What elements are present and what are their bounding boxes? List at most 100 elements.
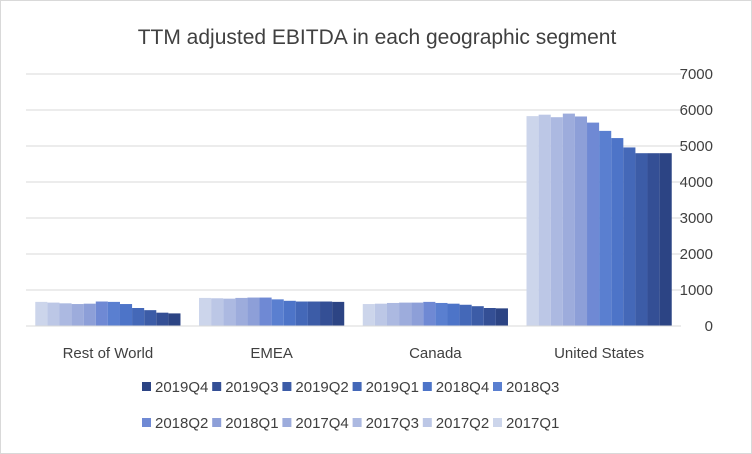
bar bbox=[199, 297, 212, 326]
bar bbox=[95, 301, 108, 326]
bar bbox=[599, 130, 612, 326]
bars bbox=[35, 113, 672, 327]
legend-item: 2018Q1 bbox=[212, 415, 279, 432]
y-tick-label: 0 bbox=[705, 318, 713, 335]
bar bbox=[471, 306, 484, 326]
bar bbox=[435, 302, 448, 326]
legend-swatch bbox=[142, 418, 151, 427]
legend-swatch bbox=[352, 418, 362, 427]
legend-item: 2017Q3 bbox=[352, 415, 419, 432]
legend-label: 2019Q1 bbox=[366, 379, 419, 396]
bar bbox=[538, 114, 551, 327]
legend-item: 2018Q4 bbox=[422, 379, 489, 396]
x-category-label: EMEA bbox=[250, 345, 293, 362]
y-tick-label: 5000 bbox=[680, 138, 713, 155]
x-category-label: Rest of World bbox=[63, 345, 154, 362]
bar bbox=[235, 297, 248, 326]
bar bbox=[483, 308, 496, 326]
legend-item: 2017Q2 bbox=[422, 415, 489, 432]
bar bbox=[283, 300, 296, 326]
gridlines bbox=[26, 73, 681, 291]
bar bbox=[562, 113, 575, 326]
bar bbox=[259, 297, 272, 326]
bar bbox=[459, 304, 472, 326]
legend-item: 2018Q3 bbox=[493, 379, 559, 396]
legend-swatch bbox=[422, 382, 432, 391]
legend-swatch bbox=[493, 418, 502, 427]
legend-item: 2019Q1 bbox=[352, 379, 419, 396]
y-axis-ticks: 0 1000 2000 3000 4000 5000 6000 7000 bbox=[680, 66, 713, 335]
legend-label: 2017Q3 bbox=[366, 415, 419, 432]
bar bbox=[574, 116, 588, 326]
legend-swatch bbox=[422, 418, 432, 427]
bar bbox=[362, 304, 375, 326]
y-tick-label: 7000 bbox=[680, 66, 713, 83]
y-tick-label: 4000 bbox=[680, 174, 713, 191]
x-category-label: United States bbox=[554, 345, 644, 362]
legend-item: 2017Q1 bbox=[493, 415, 559, 432]
bar bbox=[647, 153, 660, 326]
legend-item: 2019Q4 bbox=[142, 379, 208, 396]
bar bbox=[374, 303, 387, 326]
y-tick-label: 3000 bbox=[680, 210, 713, 227]
bar bbox=[247, 297, 260, 326]
bar bbox=[211, 298, 224, 326]
bar bbox=[635, 153, 648, 326]
legend-label: 2017Q4 bbox=[295, 415, 348, 432]
legend-swatch bbox=[212, 382, 222, 391]
legend-label: 2018Q1 bbox=[225, 415, 278, 432]
bar bbox=[47, 302, 60, 326]
legend-item: 2019Q2 bbox=[282, 379, 349, 396]
bar bbox=[71, 304, 84, 326]
legend-label: 2019Q2 bbox=[295, 379, 348, 396]
legend-swatch bbox=[212, 418, 222, 427]
legend-item: 2018Q2 bbox=[142, 415, 208, 432]
bar bbox=[447, 303, 460, 326]
bar bbox=[168, 313, 181, 326]
bar bbox=[83, 303, 96, 326]
bar bbox=[332, 301, 345, 326]
legend-swatch bbox=[352, 382, 362, 391]
x-category-label: Canada bbox=[409, 345, 462, 362]
bar bbox=[107, 301, 120, 326]
y-tick-label: 1000 bbox=[680, 282, 713, 299]
legend-swatch bbox=[493, 382, 502, 391]
bar bbox=[59, 303, 72, 326]
bar bbox=[271, 299, 284, 326]
legend: 2019Q4 2019Q3 2019Q2 2019Q1 2018Q4 2018Q3 2018… bbox=[142, 379, 559, 432]
bar bbox=[223, 298, 236, 326]
bar bbox=[399, 302, 412, 326]
bar bbox=[587, 122, 600, 326]
bar bbox=[35, 301, 48, 326]
bar bbox=[307, 301, 321, 326]
legend-item: 2017Q4 bbox=[282, 415, 349, 432]
bar bbox=[411, 302, 424, 326]
bar bbox=[495, 308, 508, 326]
y-tick-label: 2000 bbox=[680, 246, 713, 263]
legend-label: 2017Q2 bbox=[436, 415, 489, 432]
bar bbox=[320, 301, 333, 326]
bar bbox=[623, 147, 636, 326]
bar bbox=[119, 304, 133, 326]
bar bbox=[144, 310, 157, 326]
bar bbox=[156, 312, 169, 326]
bar bbox=[132, 308, 145, 326]
bar bbox=[295, 301, 308, 326]
legend-swatch bbox=[282, 418, 292, 427]
legend-label: 2018Q3 bbox=[506, 379, 559, 396]
legend-label: 2019Q4 bbox=[155, 379, 208, 396]
chart-title: TTM adjusted EBITDA in each geographic s… bbox=[138, 26, 617, 49]
legend-swatch bbox=[282, 382, 292, 391]
bar bbox=[386, 302, 400, 326]
legend-item: 2019Q3 bbox=[212, 379, 279, 396]
legend-swatch bbox=[142, 382, 151, 391]
bar bbox=[526, 116, 539, 327]
legend-label: 2018Q2 bbox=[155, 415, 208, 432]
legend-label: 2019Q3 bbox=[225, 379, 278, 396]
y-tick-label: 6000 bbox=[680, 102, 713, 119]
legend-label: 2017Q1 bbox=[506, 415, 559, 432]
bar bbox=[659, 153, 672, 326]
x-axis-categories: Rest of World EMEA Canada United States bbox=[63, 345, 645, 362]
